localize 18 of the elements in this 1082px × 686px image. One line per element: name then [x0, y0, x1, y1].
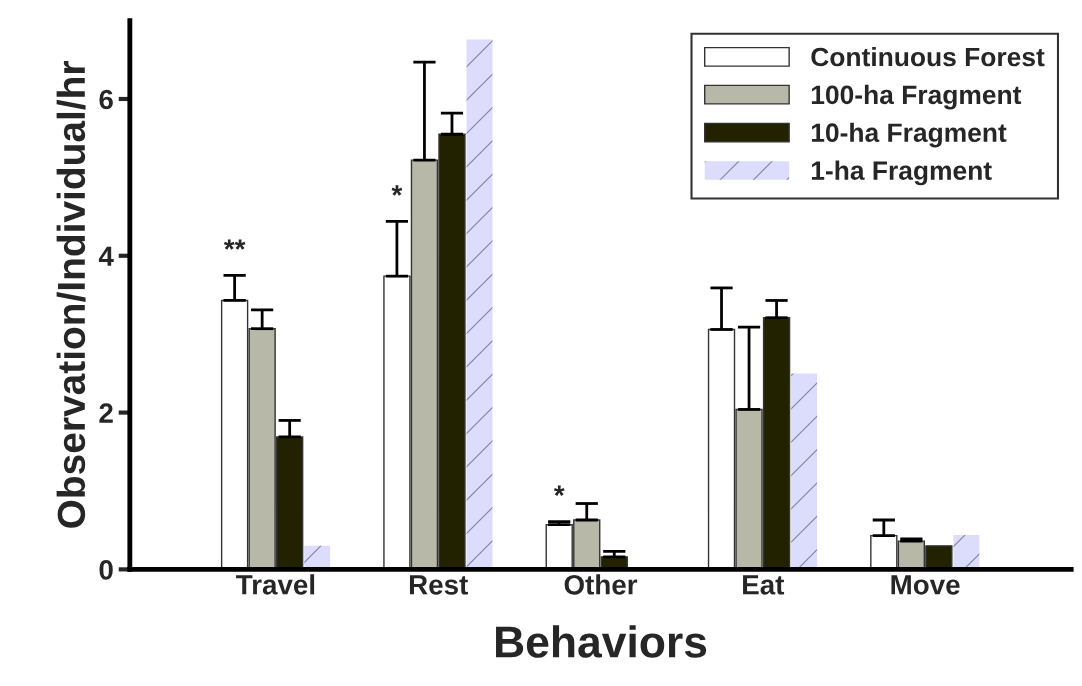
annotation: *	[553, 485, 565, 496]
legend-label: 100-ha Fragment	[811, 84, 1022, 110]
y-axis-title: Observation/Individual/hr	[56, 61, 86, 528]
x-tick-label: Rest	[409, 575, 468, 595]
y-tick-label: 6	[99, 89, 113, 110]
annotation: **	[223, 239, 246, 250]
legend-label: 1-ha Fragment	[811, 160, 992, 186]
x-tick-label: Travel	[236, 574, 315, 595]
x-tick-label: Eat	[743, 575, 785, 595]
x-axis-title: Behaviors	[496, 625, 707, 658]
annotation: *	[391, 185, 403, 196]
legend-label: 10-ha Fragment	[811, 122, 1007, 148]
y-tick-label: 4	[98, 246, 114, 266]
y-tick-label: 0	[99, 560, 113, 580]
legend-label: Continuous Forest	[811, 46, 1045, 67]
x-tick-label: Other	[564, 574, 638, 595]
y-tick-label: 2	[99, 403, 113, 423]
x-tick-label: Move	[891, 575, 960, 595]
